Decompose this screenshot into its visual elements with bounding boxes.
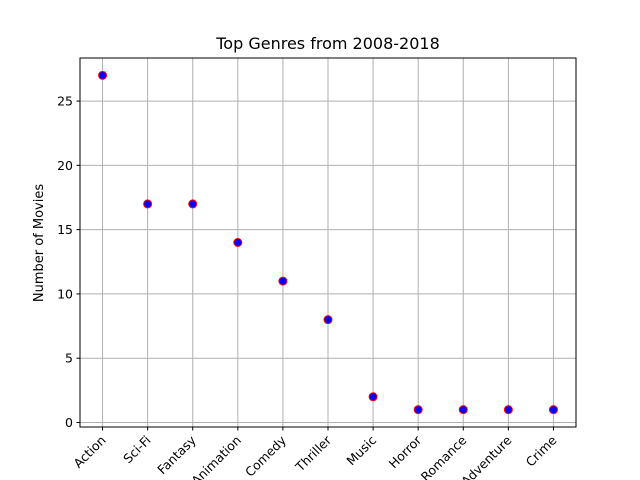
data-point <box>278 276 288 286</box>
x-tick-label: Comedy <box>242 432 290 480</box>
x-tick-label: Adventure <box>458 432 515 480</box>
y-axis-label: Number of Movies <box>32 184 47 302</box>
y-tick-label: 20 <box>57 158 73 173</box>
x-tick-label: Thriller <box>292 432 335 475</box>
data-point <box>413 405 423 415</box>
data-point <box>323 315 333 325</box>
x-tick-label: Romance <box>418 432 470 480</box>
data-point <box>368 392 378 402</box>
chart-title: Top Genres from 2008-2018 <box>215 34 440 53</box>
data-point <box>458 405 468 415</box>
y-tick-label: 15 <box>57 222 73 237</box>
x-tick-label: Sci-Fi <box>120 433 154 467</box>
grid <box>80 58 576 427</box>
data-points <box>98 70 558 415</box>
y-tick-label: 25 <box>57 94 73 109</box>
y-tick-label: 5 <box>65 351 73 366</box>
x-tick-label: Animation <box>188 433 244 480</box>
x-tick-label: Action <box>70 433 108 471</box>
x-tick-label: Crime <box>523 432 560 469</box>
x-tick-label: Music <box>343 432 379 468</box>
x-tick-label: Fantasy <box>154 432 199 477</box>
y-tick-label: 10 <box>57 286 73 301</box>
data-point <box>188 199 198 209</box>
x-tick-label: Horror <box>386 432 425 471</box>
data-point <box>503 405 513 415</box>
y-tick-label: 0 <box>65 415 73 430</box>
data-point <box>233 238 243 247</box>
data-point <box>98 70 108 80</box>
data-point <box>548 405 558 415</box>
data-point <box>143 199 153 209</box>
